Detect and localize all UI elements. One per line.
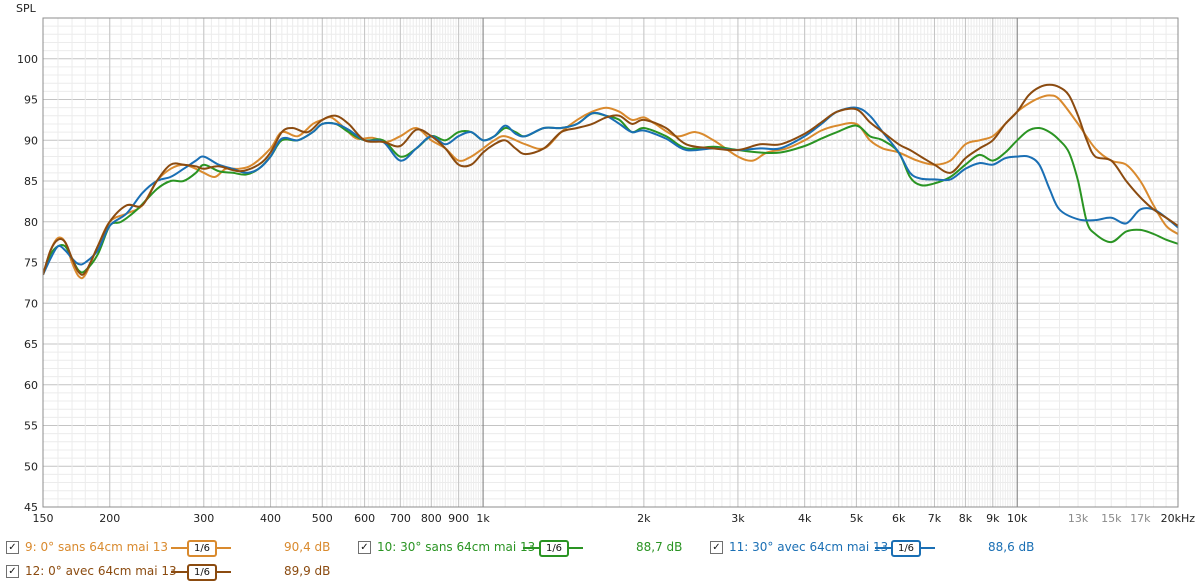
legend-level-value: 89,9 dB: [284, 564, 331, 578]
legend-level-value: 88,6 dB: [988, 540, 1035, 554]
legend-checkbox[interactable]: ✓: [710, 541, 723, 554]
y-tick-label: 60: [24, 379, 38, 392]
x-tick-label: 7k: [928, 512, 942, 525]
x-tick-label: 13k: [1068, 512, 1089, 525]
x-tick-label: 20kHz: [1161, 512, 1196, 525]
y-tick-label: 80: [24, 216, 38, 229]
x-tick-label: 3k: [731, 512, 745, 525]
y-tick-label: 50: [24, 460, 38, 473]
x-tick-label: 150: [33, 512, 54, 525]
legend-smoothing-label: 1/6: [539, 540, 569, 557]
y-tick-label: 55: [24, 420, 38, 433]
x-tick-label: 5k: [850, 512, 864, 525]
legend-level-value: 90,4 dB: [284, 540, 331, 554]
legend-entry: ✓ 12: 0° avec 64cm mai 13 1/6 89,9 dB: [6, 562, 346, 582]
x-tick-label: 2k: [637, 512, 651, 525]
legend-line-style-swatch[interactable]: 1/6: [171, 538, 231, 558]
legend-series-name: 12: 0° avec 64cm mai 13: [25, 564, 177, 578]
legend-series-name: 9: 0° sans 64cm mai 13: [25, 540, 169, 554]
legend-series-name: 11: 30° avec 64cm mai 13: [729, 540, 889, 554]
tick-labels: 45 50 55 60 65 70 75 80 85 90 95 100 150 200 300 400 500…: [17, 53, 1195, 525]
legend-checkbox[interactable]: ✓: [6, 541, 19, 554]
y-tick-label: 75: [24, 257, 38, 270]
x-tick-label: 1k: [476, 512, 490, 525]
plot-curves: [43, 83, 1178, 280]
plot-frame: [42, 17, 1179, 508]
x-tick-label: 700: [390, 512, 411, 525]
x-tick-label: 300: [193, 512, 214, 525]
legend-level-value: 88,7 dB: [636, 540, 683, 554]
y-tick-label: 45: [24, 501, 38, 514]
legend-line-style-swatch[interactable]: 1/6: [171, 562, 231, 582]
x-tick-label: 8k: [959, 512, 973, 525]
x-tick-label: 10k: [1007, 512, 1028, 525]
grid: [42, 17, 1179, 508]
legend-series-name: 10: 30° sans 64cm mai 13: [377, 540, 536, 554]
series-line-4: [43, 83, 1178, 276]
frequency-response-chart: 45 50 55 60 65 70 75 80 85 90 95 100 150 200 300 400 500…: [16, 2, 1195, 525]
legend-entry: ✓ 10: 30° sans 64cm mai 13 1/6 88,7 dB: [358, 538, 698, 558]
y-tick-label: 95: [24, 94, 38, 107]
x-tick-label: 4k: [798, 512, 812, 525]
legend-checkbox[interactable]: ✓: [6, 565, 19, 578]
x-tick-label: 400: [260, 512, 281, 525]
x-tick-label: 800: [421, 512, 442, 525]
x-tick-label: 17k: [1130, 512, 1151, 525]
legend-line-style-swatch[interactable]: 1/6: [875, 538, 935, 558]
y-tick-label: 85: [24, 175, 38, 188]
y-tick-label: 70: [24, 297, 38, 310]
x-tick-label: 600: [354, 512, 375, 525]
legend-entry: ✓ 9: 0° sans 64cm mai 13 1/6 90,4 dB: [6, 538, 346, 558]
y-axis-title: SPL: [16, 2, 37, 15]
x-tick-label: 900: [448, 512, 469, 525]
x-tick-label: 9k: [986, 512, 1000, 525]
legend-entry: ✓ 11: 30° avec 64cm mai 13 1/6 88,6 dB: [710, 538, 1050, 558]
legend-line-style-swatch[interactable]: 1/6: [523, 538, 583, 558]
x-tick-label: 6k: [892, 512, 906, 525]
legend-smoothing-label: 1/6: [187, 540, 217, 557]
legend-checkbox[interactable]: ✓: [358, 541, 371, 554]
y-tick-label: 100: [17, 53, 38, 66]
y-tick-label: 90: [24, 134, 38, 147]
legend-smoothing-label: 1/6: [187, 564, 217, 581]
x-tick-label: 500: [312, 512, 333, 525]
legend-smoothing-label: 1/6: [891, 540, 921, 557]
x-tick-label: 15k: [1101, 512, 1122, 525]
legend: ✓ 9: 0° sans 64cm mai 13 1/6 90,4 dB ✓ 10: 30…: [0, 536, 1200, 584]
y-tick-label: 65: [24, 338, 38, 351]
x-tick-label: 200: [99, 512, 120, 525]
